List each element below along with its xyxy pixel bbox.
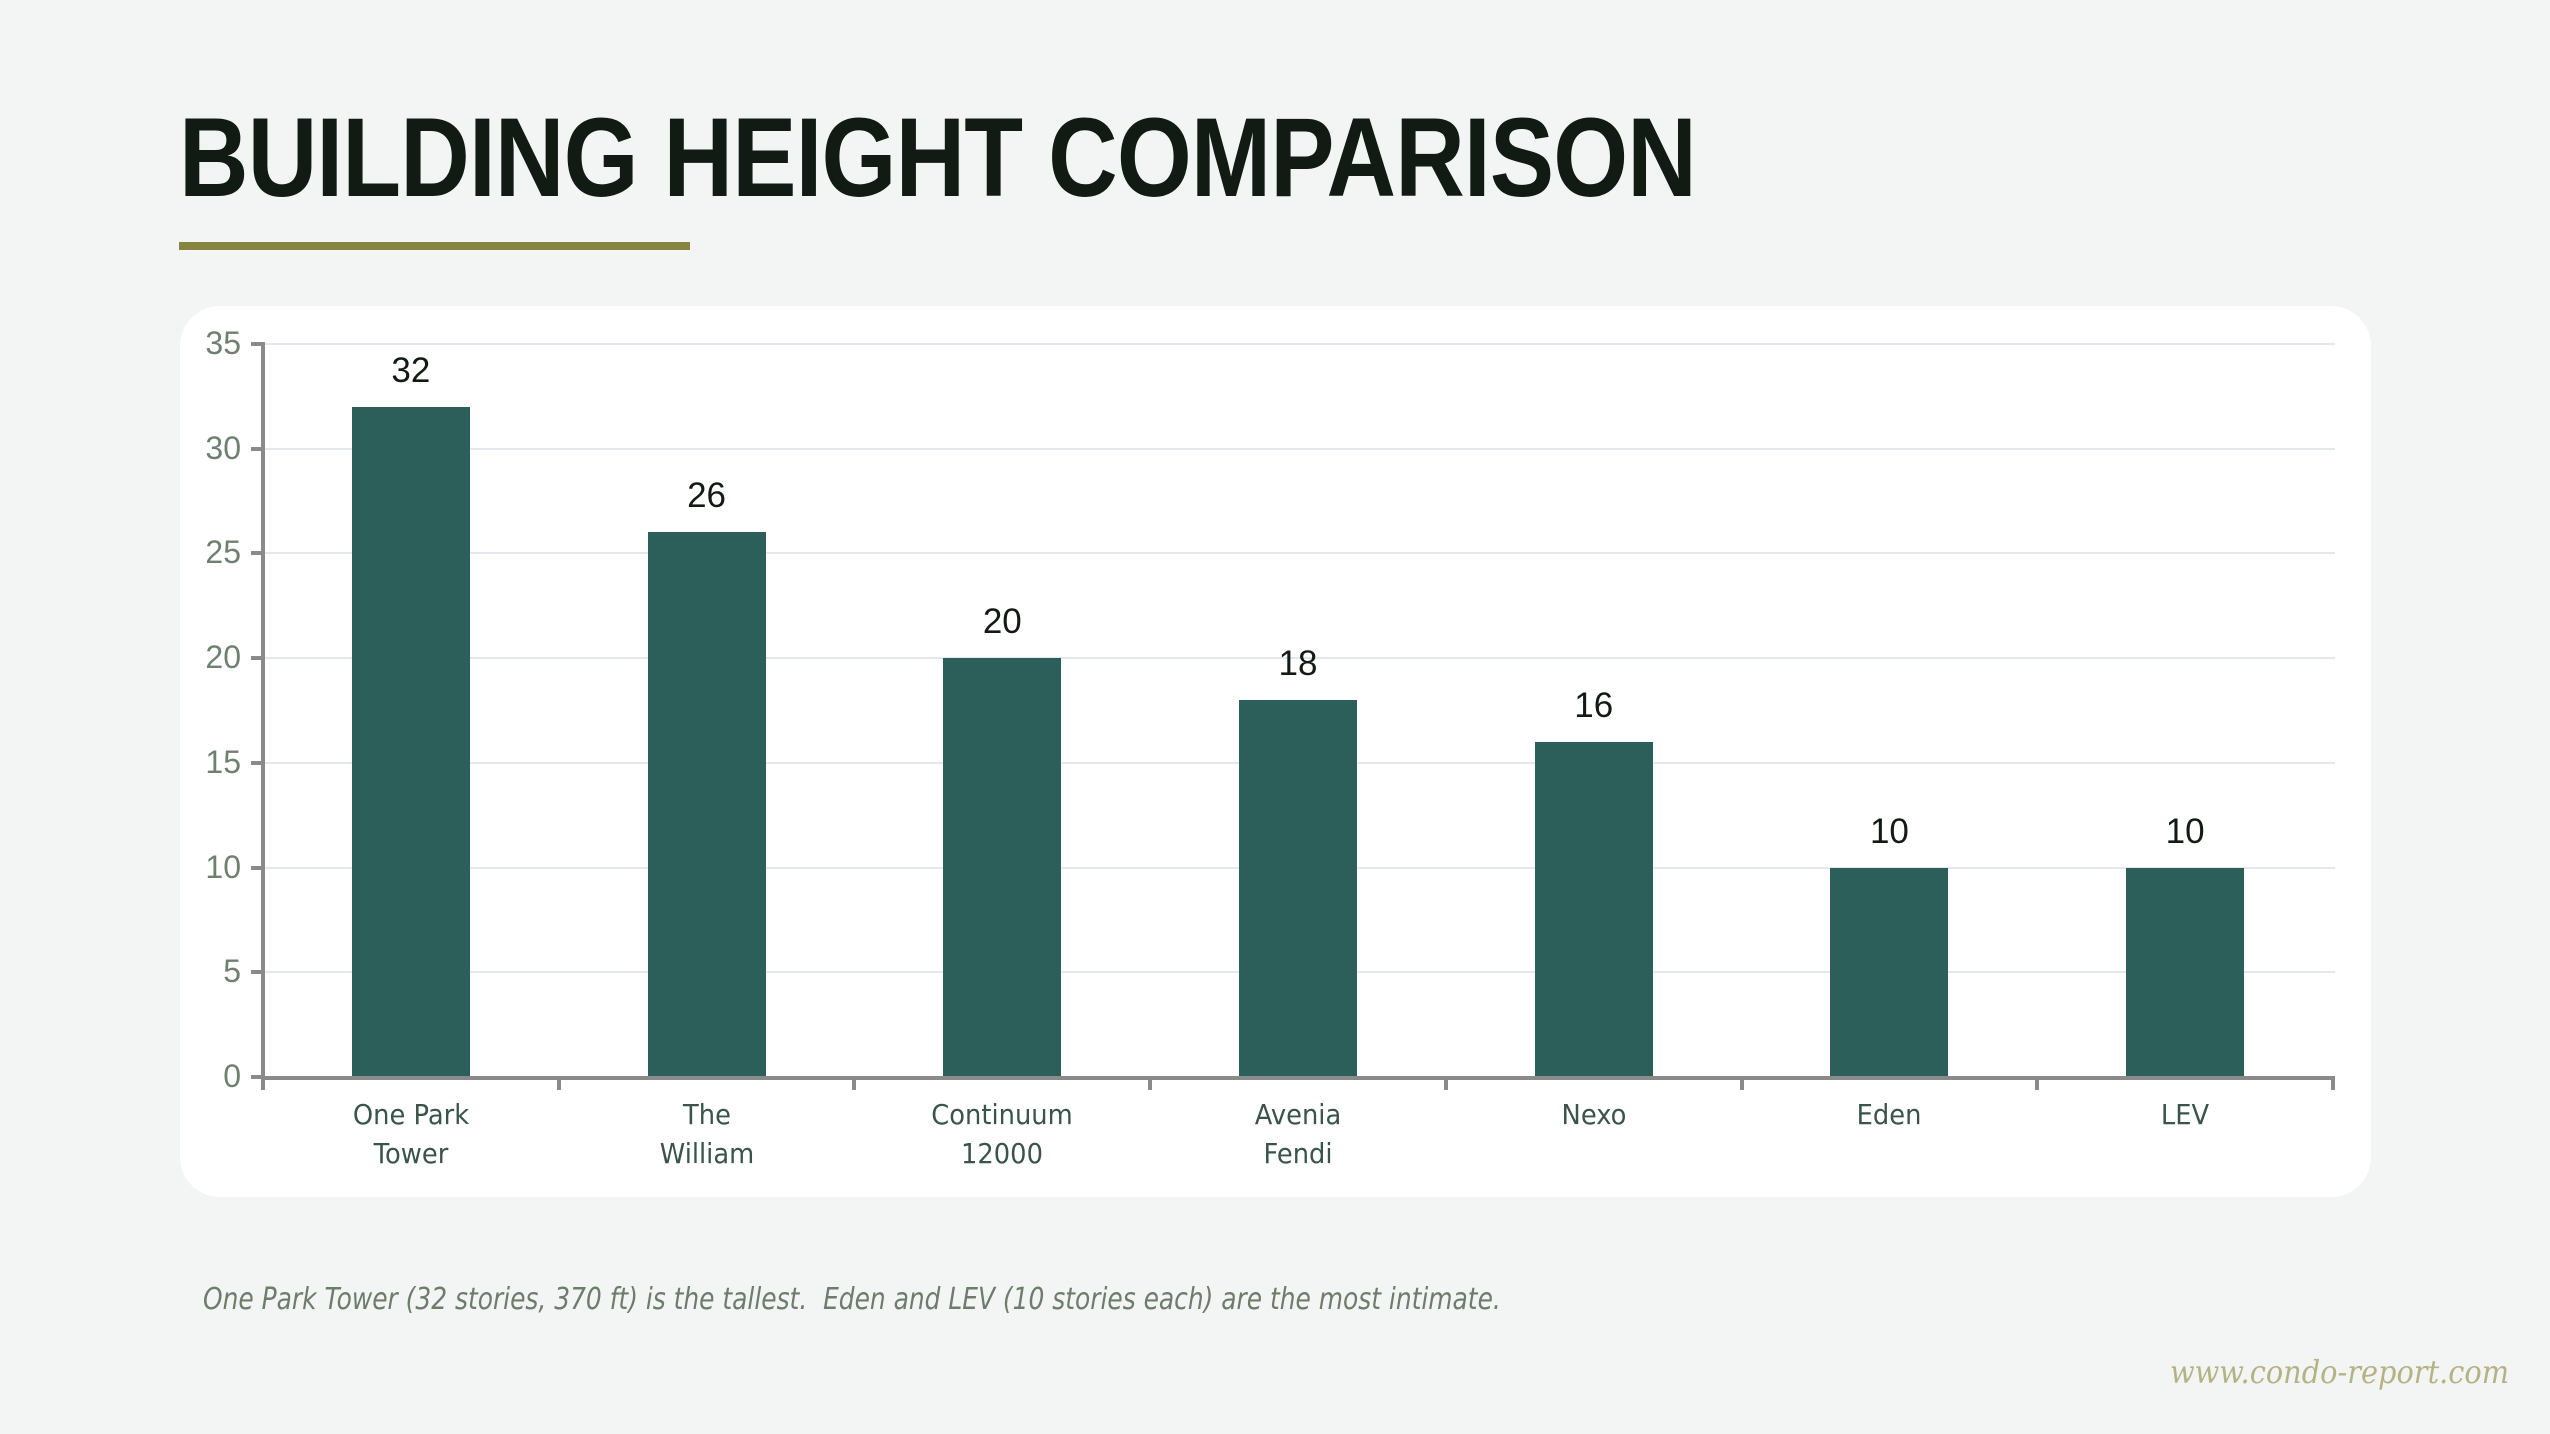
page-title: BUILDING HEIGHT COMPARISON: [179, 95, 1697, 220]
chart-card: [180, 306, 2371, 1197]
chart-caption: One Park Tower (32 stories, 370 ft) is t…: [203, 1282, 1501, 1317]
website-watermark: www.condo-report.com: [2170, 1353, 2510, 1391]
title-underline: [179, 242, 690, 250]
